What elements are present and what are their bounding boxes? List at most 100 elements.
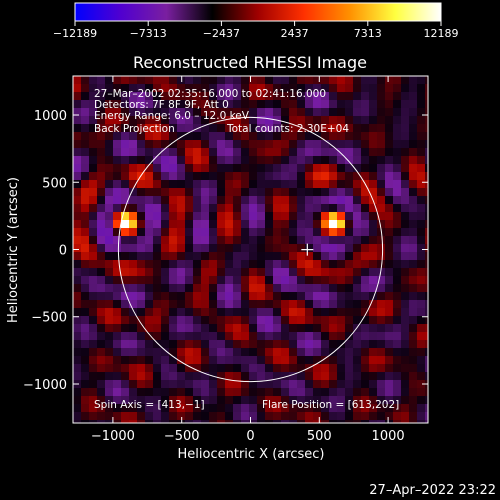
heatmap-cell xyxy=(425,212,428,221)
heatmap-cell xyxy=(361,388,370,397)
heatmap-cell xyxy=(337,260,346,269)
heatmap-cell xyxy=(409,276,418,285)
heatmap-cell xyxy=(73,404,82,413)
heatmap-cell xyxy=(281,268,290,277)
heatmap-cell xyxy=(265,244,274,253)
x-axis-ticks: −1000 −500 0 500 1000 xyxy=(91,76,405,444)
heatmap-cell xyxy=(361,332,370,341)
heatmap-cell xyxy=(345,348,354,357)
heatmap-cell xyxy=(425,156,428,165)
heatmap-cell xyxy=(209,412,218,421)
heatmap-cell xyxy=(225,268,234,277)
heatmap-cell xyxy=(201,308,210,317)
heatmap-cell xyxy=(193,404,202,413)
heatmap-cell xyxy=(225,404,234,413)
heatmap-cell xyxy=(201,108,210,117)
heatmap-cell xyxy=(337,204,346,213)
heatmap-cell xyxy=(329,324,338,333)
heatmap-cell xyxy=(305,164,314,173)
heatmap-cell xyxy=(409,244,418,253)
heatmap-cell xyxy=(105,308,114,317)
heatmap-cell xyxy=(249,188,258,197)
heatmap-cell xyxy=(129,84,138,93)
heatmap-cell xyxy=(193,364,202,373)
heatmap-cell xyxy=(225,348,234,357)
heatmap-cell xyxy=(209,332,218,341)
heatmap-cell xyxy=(369,284,378,293)
heatmap-cell xyxy=(241,252,250,261)
heatmap-cell xyxy=(345,324,354,333)
heatmap-cell xyxy=(201,156,210,165)
heatmap-cell xyxy=(393,84,402,93)
heatmap-cell xyxy=(305,116,314,125)
heatmap-cell xyxy=(353,132,362,141)
heatmap-cell xyxy=(97,364,106,373)
heatmap-cell xyxy=(225,116,234,125)
heatmap-cell xyxy=(185,244,194,253)
heatmap-cell xyxy=(265,300,274,309)
heatmap-cell xyxy=(225,412,234,421)
heatmap-cell xyxy=(425,172,428,181)
heatmap-cell xyxy=(169,124,178,133)
heatmap-cell xyxy=(369,236,378,245)
heatmap-cell xyxy=(369,388,378,397)
heatmap-cell xyxy=(177,340,186,349)
heatmap-cell xyxy=(201,420,210,423)
heatmap-cell xyxy=(393,244,402,253)
heatmap-cell xyxy=(97,412,106,421)
heatmap-cell xyxy=(273,284,282,293)
heatmap-cell xyxy=(289,404,298,413)
heatmap-cell xyxy=(337,372,346,381)
heatmap-cell xyxy=(257,324,266,333)
heatmap-cell xyxy=(257,372,266,381)
heatmap-cell xyxy=(105,108,114,117)
heatmap-cell xyxy=(273,276,282,285)
heatmap-cell xyxy=(273,372,282,381)
heatmap-cell xyxy=(361,100,370,109)
heatmap-cell xyxy=(153,332,162,341)
heatmap-cell xyxy=(201,268,210,277)
heatmap-cell xyxy=(193,92,202,101)
heatmap-cell xyxy=(401,388,410,397)
heatmap-cell xyxy=(105,228,114,237)
heatmap-cell xyxy=(193,388,202,397)
heatmap-cell xyxy=(217,148,226,157)
heatmap-cell xyxy=(225,244,234,253)
heatmap-cell xyxy=(321,420,330,423)
heatmap-cell xyxy=(161,172,170,181)
heatmap-cell xyxy=(393,388,402,397)
heatmap-cell xyxy=(313,180,322,189)
heatmap-cell xyxy=(329,356,338,365)
heatmap-cell xyxy=(185,348,194,357)
heatmap-cell xyxy=(145,340,154,349)
heatmap-cell xyxy=(145,212,154,221)
heatmap-cell xyxy=(169,396,178,405)
heatmap-cell xyxy=(89,420,98,423)
heatmap-cell xyxy=(233,204,242,213)
heatmap-cell xyxy=(137,300,146,309)
heatmap-cell xyxy=(313,276,322,285)
heatmap-cell xyxy=(129,116,138,125)
heatmap-cell xyxy=(257,164,266,173)
heatmap-cell xyxy=(345,268,354,277)
heatmap-cell xyxy=(337,284,346,293)
heatmap-cell xyxy=(393,180,402,189)
heatmap-cell xyxy=(217,260,226,269)
heatmap-cell xyxy=(377,252,386,261)
heatmap-cell xyxy=(401,148,410,157)
heatmap-cell xyxy=(97,148,106,157)
heatmap-cell xyxy=(265,124,274,133)
heatmap-cell xyxy=(193,108,202,117)
heatmap-cell xyxy=(361,236,370,245)
heatmap-cell xyxy=(281,212,290,221)
heatmap-cell xyxy=(305,172,314,181)
heatmap-cell xyxy=(129,340,138,349)
heatmap-cell xyxy=(401,252,410,261)
heatmap-cell xyxy=(425,76,428,85)
heatmap-cell xyxy=(145,316,154,325)
heatmap-cell xyxy=(209,100,218,109)
heatmap-cell xyxy=(265,284,274,293)
heatmap-cell xyxy=(329,260,338,269)
heatmap-cell xyxy=(281,76,290,85)
heatmap-cell xyxy=(97,220,106,229)
